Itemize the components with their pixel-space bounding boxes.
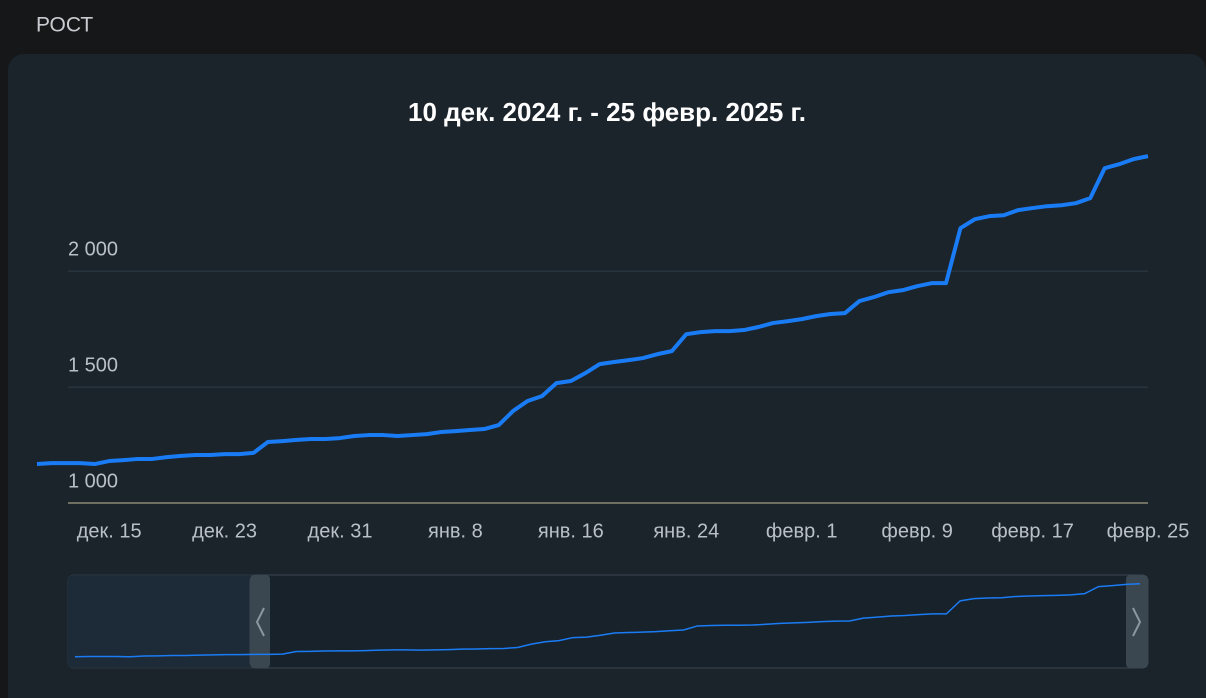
y-tick-label: 1 000 (68, 470, 118, 492)
navigator-right-handle[interactable] (1126, 575, 1148, 668)
x-tick-label: февр. 1 (766, 520, 838, 542)
chart-title: 10 дек. 2024 г. - 25 февр. 2025 г. (408, 97, 806, 127)
y-tick-label: 1 500 (68, 354, 118, 376)
x-tick-label: февр. 25 (1107, 520, 1190, 542)
x-tick-label: янв. 8 (428, 520, 483, 542)
data-line (36, 154, 1149, 467)
x-tick-label: янв. 16 (538, 520, 604, 542)
x-tick-label: февр. 17 (991, 520, 1074, 542)
x-tick-label: дек. 23 (192, 520, 257, 542)
x-tick-label: янв. 24 (653, 520, 719, 542)
handle-icon (255, 607, 265, 637)
section-header: РОСТ (36, 14, 93, 37)
navigator-out-of-range (68, 576, 250, 667)
x-tick-label: дек. 31 (308, 520, 373, 542)
y-tick-label: 2 000 (68, 238, 118, 260)
x-tick-label: февр. 9 (881, 520, 953, 542)
handle-icon (1132, 607, 1142, 637)
card (8, 54, 1206, 698)
navigator-left-handle[interactable] (250, 575, 270, 668)
x-tick-label: дек. 15 (77, 520, 142, 542)
navigator-line (74, 582, 1141, 658)
